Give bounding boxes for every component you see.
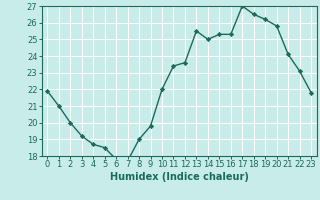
X-axis label: Humidex (Indice chaleur): Humidex (Indice chaleur) [110, 172, 249, 182]
